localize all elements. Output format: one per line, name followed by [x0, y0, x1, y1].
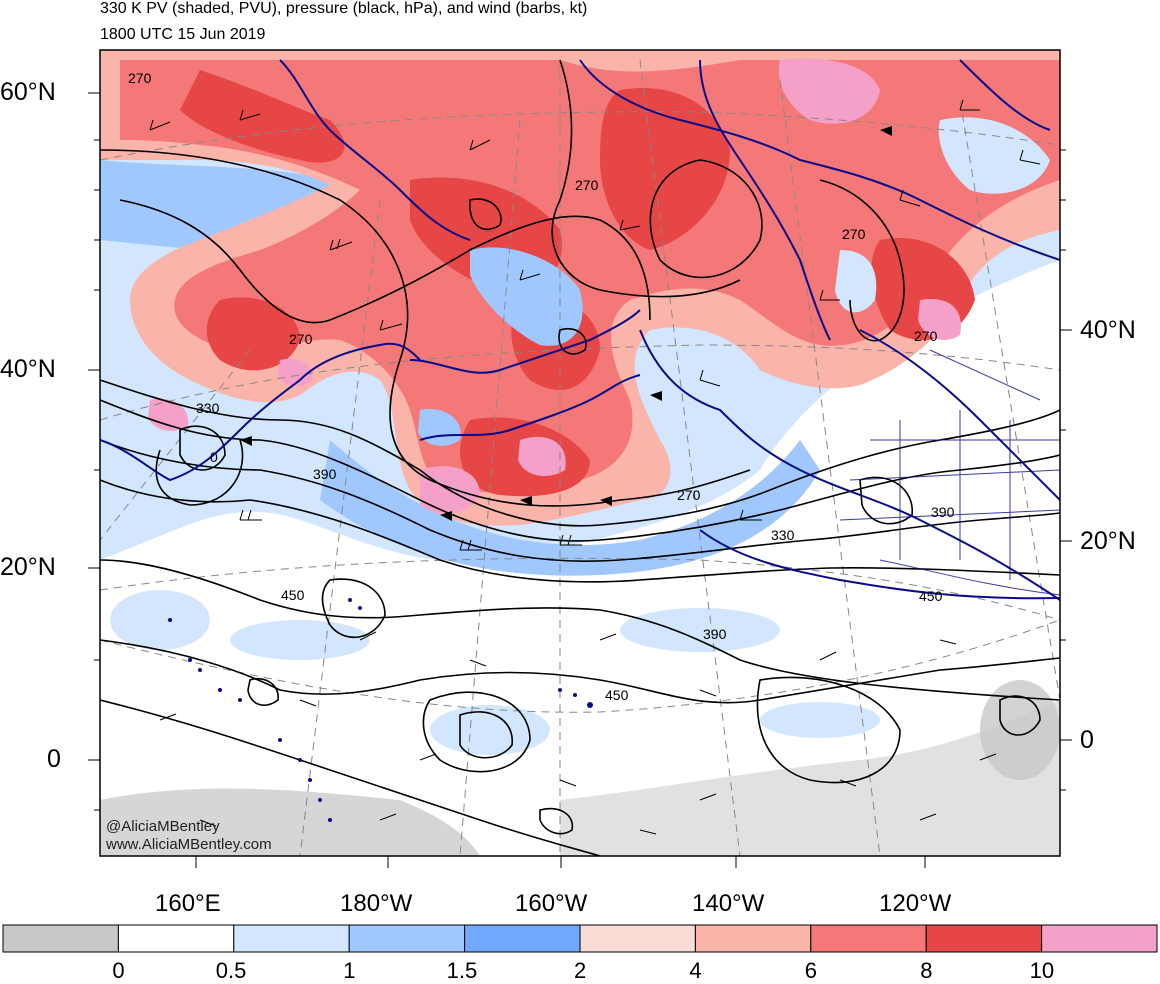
pv-patch	[110, 590, 210, 650]
pv-max	[148, 398, 189, 431]
wind-flags	[240, 126, 892, 521]
colorbar-swatch	[233, 924, 350, 953]
colorbar-swatch	[925, 924, 1043, 953]
contour-label: 0	[210, 449, 218, 465]
pressure-contours	[100, 59, 1060, 856]
colorbar-swatch	[579, 924, 696, 953]
colorbar-swatch	[464, 924, 581, 953]
pv-max	[518, 436, 566, 476]
contour-label: 270	[289, 331, 313, 347]
contour-label: 390	[313, 466, 337, 482]
contour-label: 330	[771, 527, 795, 543]
colorbar-tick-label: 0	[112, 958, 125, 983]
contour-label: 270	[842, 226, 866, 242]
colorbar-tick-label: 10	[1029, 958, 1055, 983]
map-fields: 270 270 270 270 270 270 330 330 390 390 …	[100, 50, 1060, 856]
political-boundaries	[839, 349, 1060, 596]
colorbar-swatch	[117, 924, 235, 953]
colorbar-swatch	[810, 924, 927, 953]
lat-label-20n: 20°N	[0, 553, 56, 581]
pv-core	[600, 88, 730, 250]
contour-label: 390	[931, 504, 955, 520]
pv-grey	[560, 700, 1060, 856]
colorbar-swatch	[694, 924, 812, 953]
contour-label: 450	[919, 588, 943, 604]
lon-label-160e: 160°E	[155, 890, 221, 917]
pv-intrusion	[938, 117, 1050, 194]
lat-label-40n: 40°N	[0, 355, 56, 383]
lon-label-180w: 180°W	[340, 890, 413, 917]
contour-label: 270	[128, 70, 152, 86]
pv-grey	[100, 788, 480, 856]
colorbar-tick-label: 1	[343, 958, 356, 983]
contour-label: 450	[281, 587, 305, 603]
credit-url: www.AliciaMBentley.com	[106, 836, 272, 853]
lat-label-0: 0	[47, 745, 61, 773]
lat-label-right-0: 0	[1080, 726, 1094, 754]
coastlines	[100, 59, 1060, 601]
pv-max	[918, 299, 961, 340]
contour-label: 390	[703, 626, 727, 642]
pv-patch	[760, 702, 880, 738]
colorbar	[2, 924, 1158, 953]
chart-title: 330 K PV (shaded, PVU), pressure (black,…	[100, 0, 588, 17]
pacific-islands	[168, 598, 593, 822]
wind-barbs	[149, 99, 1041, 835]
pv-band-blue-3	[320, 440, 820, 576]
colorbar-swatch	[348, 924, 466, 953]
contour-label: 270	[575, 177, 599, 193]
contour-labels: 270 270 270 270 270 270 330 330 390 390 …	[128, 70, 955, 703]
colorbar-tick-label: 0.5	[215, 958, 247, 983]
lat-label-right-20n: 20°N	[1080, 527, 1136, 555]
contour-label: 270	[677, 487, 701, 503]
colorbar-tick-label: 1.5	[446, 958, 478, 983]
lon-label-160w: 160°W	[515, 890, 588, 917]
colorbar-tick-label: 6	[804, 958, 818, 983]
pv-max	[278, 358, 313, 387]
tick-marks	[88, 92, 1072, 868]
lon-label-120w: 120°W	[879, 890, 952, 917]
pv-intrusion	[835, 250, 877, 313]
lon-label-140w: 140°W	[692, 890, 765, 917]
pv-core	[206, 297, 300, 371]
lat-label-60n: 60°N	[0, 78, 56, 106]
colorbar-swatch	[1041, 924, 1158, 953]
pv-patch	[620, 608, 780, 652]
graticule	[100, 59, 1060, 856]
pv-intrusion	[660, 330, 740, 414]
pv-reservoir-inner	[120, 60, 1060, 492]
contour-label: 270	[914, 328, 938, 344]
colorbar-swatch	[2, 924, 119, 953]
pv-max	[778, 58, 880, 124]
contour-label: 330	[196, 400, 220, 416]
lat-label-right-40n: 40°N	[1080, 316, 1136, 344]
map-border	[99, 49, 1061, 857]
contour-label: 450	[605, 687, 629, 703]
credit-handle: @AliciaMBentley	[106, 818, 220, 835]
valid-time: 1800 UTC 15 Jun 2019	[100, 26, 266, 43]
colorbar-tick-label: 8	[920, 958, 933, 983]
pv-intrusion	[470, 247, 583, 346]
colorbar-tick-label: 2	[574, 958, 587, 983]
colorbar-tick-label: 4	[689, 958, 702, 983]
pv-reservoir-core	[180, 70, 345, 163]
pv-patch	[230, 620, 370, 660]
